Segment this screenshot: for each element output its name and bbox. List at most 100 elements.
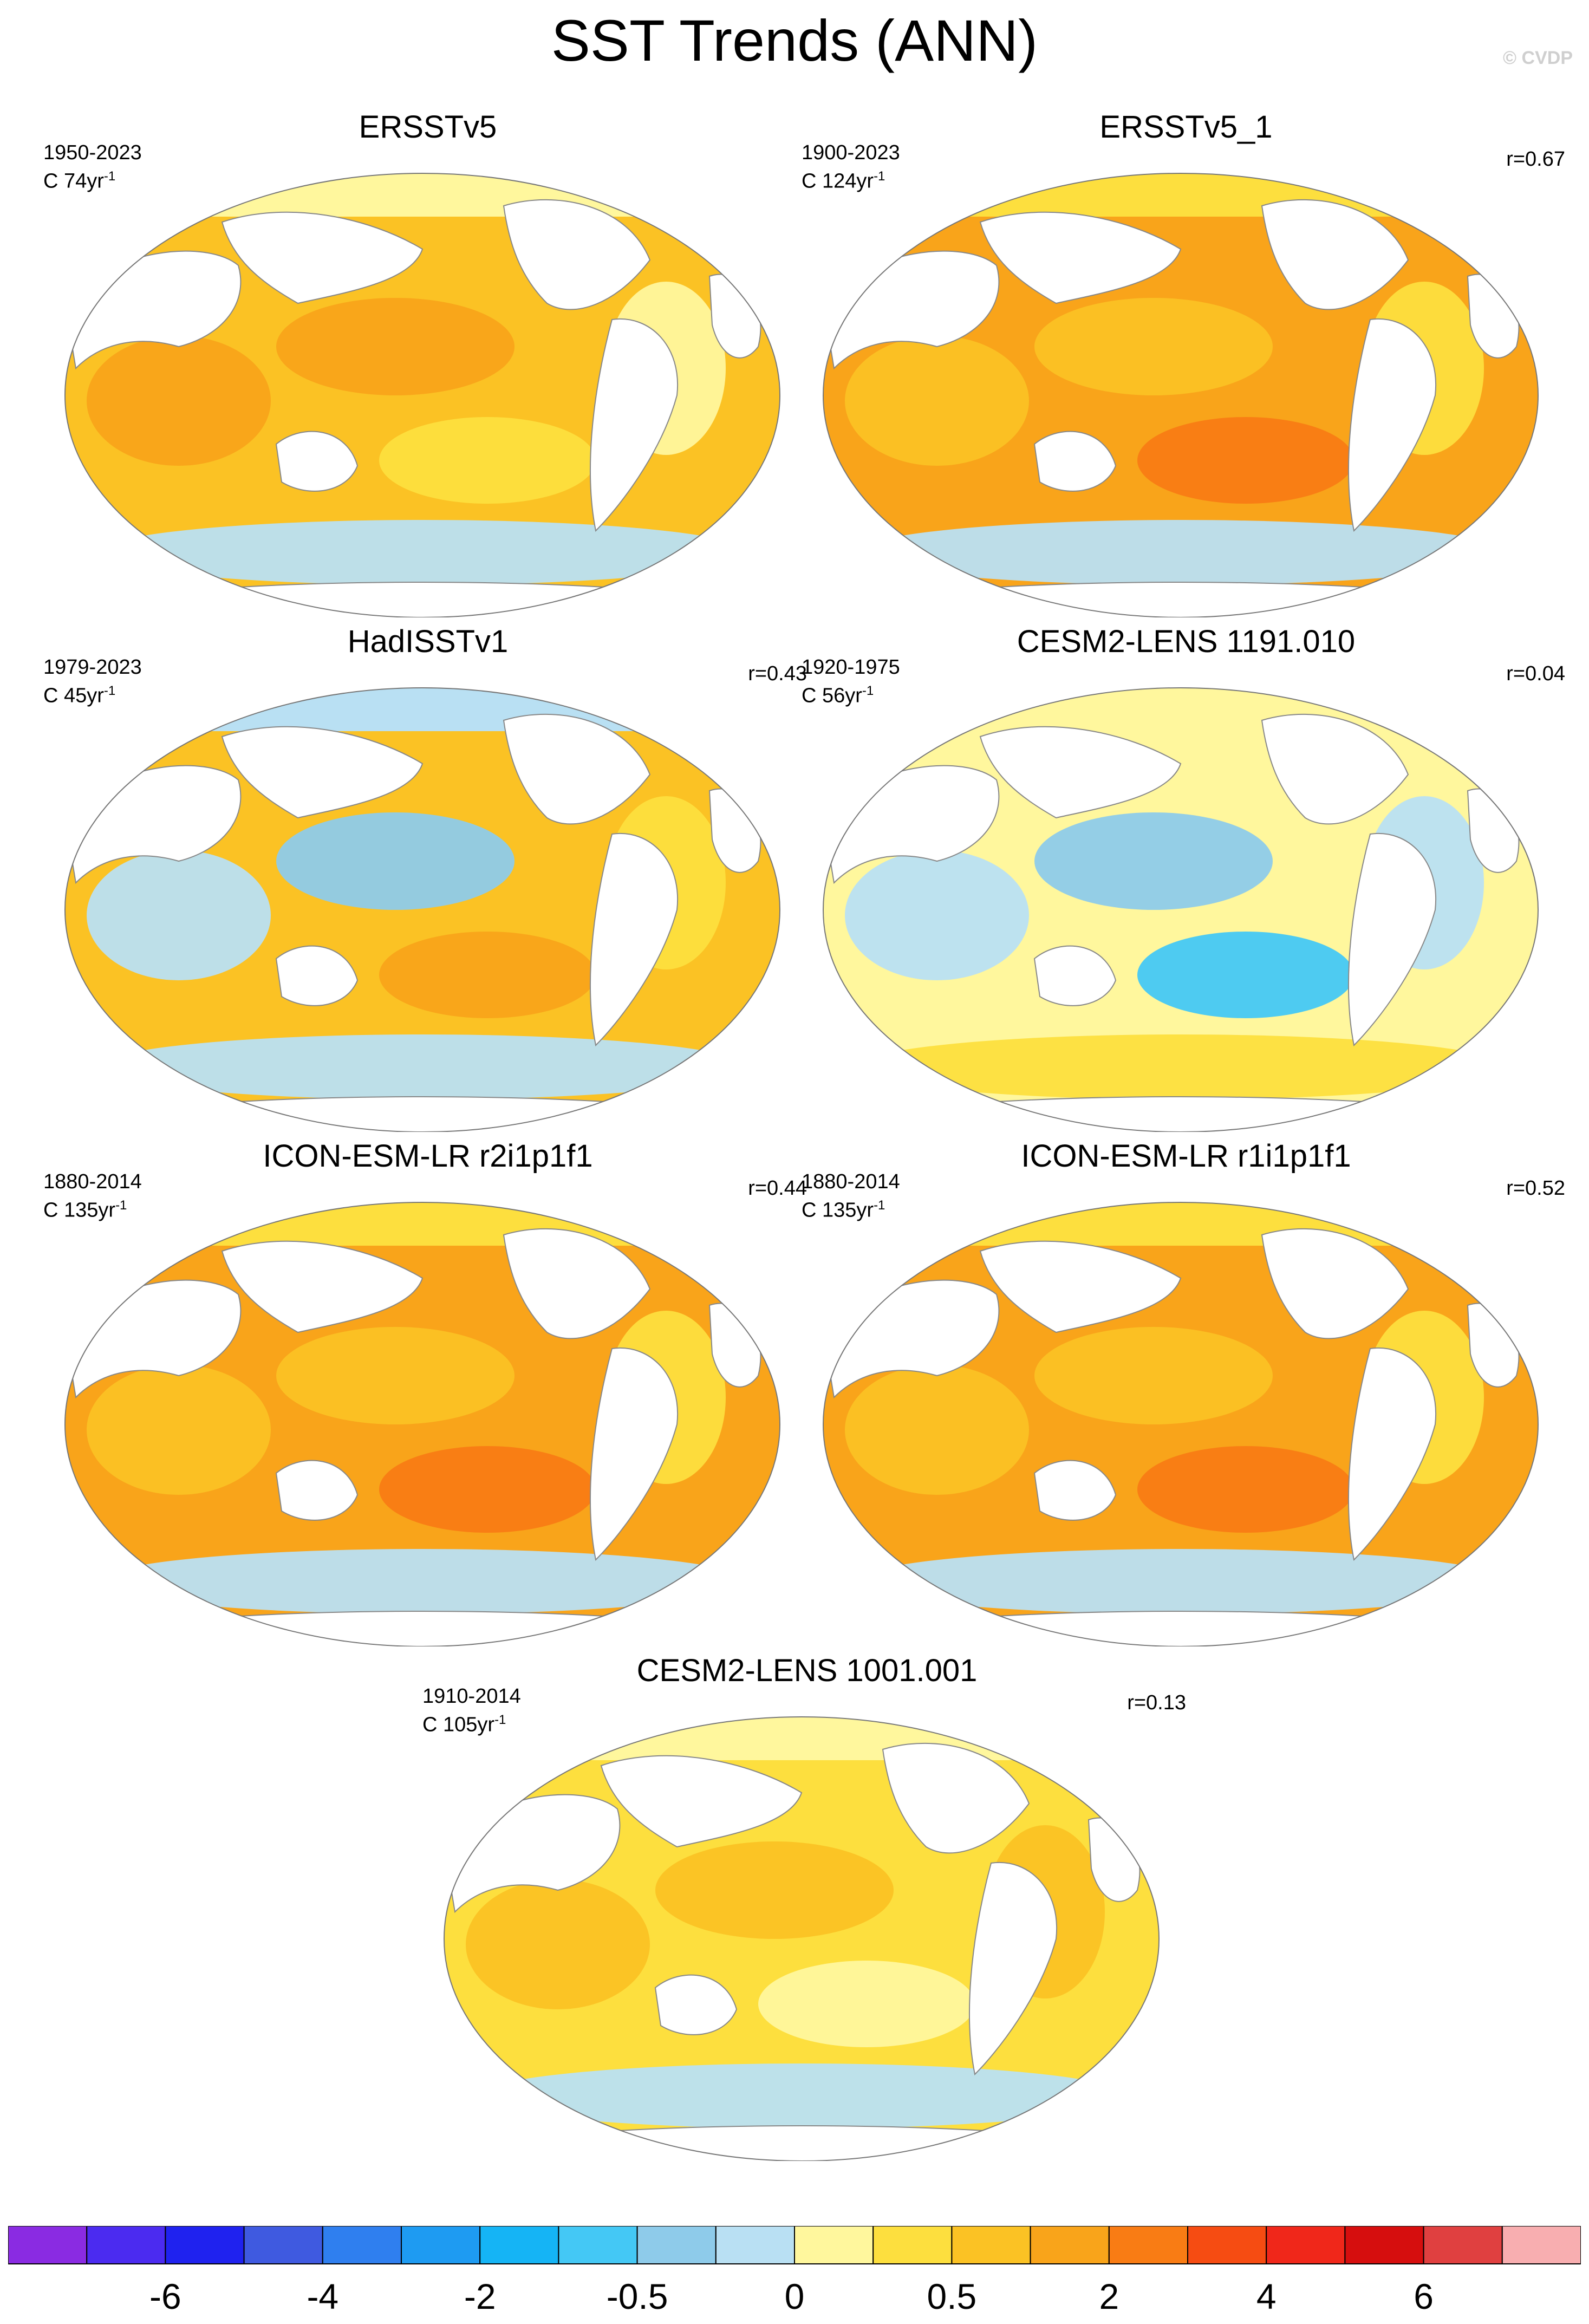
map-outline xyxy=(823,1202,1539,1646)
landmass xyxy=(1261,199,1409,310)
colorbar-segment xyxy=(479,2226,559,2264)
trend-region xyxy=(1034,812,1273,910)
landmass xyxy=(503,1228,651,1339)
landmass xyxy=(882,1742,1030,1854)
trend-region xyxy=(97,1549,747,1614)
panel-correlation: r=0.52 xyxy=(1506,1177,1565,1200)
panel-correlation: r=0.13 xyxy=(1127,1691,1186,1714)
landmass xyxy=(833,1096,1528,1132)
landmass xyxy=(654,1974,738,2035)
panel-count-text: C 74yr xyxy=(43,170,104,193)
landmass xyxy=(454,2125,1149,2161)
colorbar-segment xyxy=(1501,2226,1581,2264)
panel-count-text: C 135yr xyxy=(43,1199,116,1222)
landmass xyxy=(1348,318,1437,532)
map-panel: HadISSTv1 1979-2023 C 45yr-1 r=0.43 xyxy=(43,623,812,1137)
sst-map xyxy=(64,173,780,617)
trend-region xyxy=(856,520,1506,585)
trend-region xyxy=(87,1365,271,1495)
panel-correlation: r=0.04 xyxy=(1506,662,1565,685)
trend-region xyxy=(276,1327,515,1424)
landmass xyxy=(221,211,424,304)
panel-years: 1880-2014 xyxy=(43,1170,142,1193)
panel-years: 1920-1975 xyxy=(802,656,900,679)
colorbar-tick-label: -6 xyxy=(149,2276,181,2316)
landmass xyxy=(833,582,1528,617)
panel-title: ERSSTv5_1 xyxy=(1099,109,1273,145)
landmass xyxy=(1348,832,1437,1047)
copyright-text: © CVDP xyxy=(1503,48,1573,68)
trend-region xyxy=(276,298,515,395)
colorbar-tick-label: 0.5 xyxy=(927,2276,977,2316)
map-panel: ICON-ESM-LR r2i1p1f1 1880-2014 C 135yr-1 r=… xyxy=(43,1137,812,1652)
panel-years: 1950-2023 xyxy=(43,141,142,164)
panel-count: C 56yr-1 xyxy=(802,679,874,708)
colorbar-segment xyxy=(715,2226,796,2264)
landmass xyxy=(969,1861,1058,2076)
trend-region xyxy=(379,1446,596,1533)
map-outline xyxy=(444,1716,1160,2161)
sst-map xyxy=(823,687,1539,1132)
colorbar xyxy=(8,2226,1581,2264)
trend-region xyxy=(379,932,596,1018)
panel-years: 1979-2023 xyxy=(43,656,142,679)
trend-region xyxy=(856,1034,1506,1099)
panel-count: C 105yr-1 xyxy=(422,1708,506,1737)
colorbar-segment xyxy=(1423,2226,1503,2264)
colorbar-tick-label: 6 xyxy=(1414,2276,1434,2316)
figure-title: SST Trends (ANN) xyxy=(551,8,1038,73)
colorbar-segment xyxy=(8,2226,88,2264)
landmass xyxy=(75,1611,770,1646)
sst-map xyxy=(823,173,1539,617)
trend-region xyxy=(87,850,271,980)
sst-map xyxy=(444,1716,1160,2161)
colorbar-tick-label: -4 xyxy=(307,2276,339,2316)
panel-count-text: C 105yr xyxy=(422,1713,495,1736)
colorbar-tick-label: -2 xyxy=(464,2276,496,2316)
colorbar-segment xyxy=(86,2226,166,2264)
map-outline xyxy=(64,687,780,1132)
panel-title: ICON-ESM-LR r1i1p1f1 xyxy=(1021,1138,1351,1174)
panel-title: ERSSTv5 xyxy=(359,109,497,145)
colorbar-segment xyxy=(794,2226,874,2264)
trend-region xyxy=(1137,417,1354,504)
trend-region xyxy=(466,1879,650,2009)
colorbar-segment xyxy=(1187,2226,1267,2264)
trend-region xyxy=(1137,1446,1354,1533)
trend-region xyxy=(1034,1327,1273,1424)
landmass xyxy=(1033,1460,1117,1521)
trend-region xyxy=(1137,932,1354,1018)
panel-count: C 74yr-1 xyxy=(43,165,115,193)
landmass xyxy=(1033,431,1117,492)
colorbar-segment xyxy=(243,2226,323,2264)
panel-count-exponent: -1 xyxy=(115,1198,127,1213)
landmass xyxy=(1033,945,1117,1006)
trend-region xyxy=(845,850,1029,980)
colorbar-segment xyxy=(636,2226,717,2264)
landmass xyxy=(833,1611,1528,1646)
trend-region xyxy=(477,2063,1126,2128)
panel-count: C 135yr-1 xyxy=(802,1194,885,1222)
landmass xyxy=(275,431,359,492)
map-panel: ICON-ESM-LR r1i1p1f1 1880-2014 C 135yr-1 r=… xyxy=(802,1137,1571,1652)
colorbar-tick-label: -0.5 xyxy=(606,2276,668,2316)
landmass xyxy=(275,945,359,1006)
panel-count-text: C 45yr xyxy=(43,684,104,707)
panel-count-exponent: -1 xyxy=(103,169,116,184)
panel-count-exponent: -1 xyxy=(874,1198,885,1213)
colorbar-segment xyxy=(872,2226,953,2264)
panel-years: 1910-2014 xyxy=(422,1685,521,1708)
landmass xyxy=(600,1755,803,1848)
panel-correlation: r=0.43 xyxy=(748,662,807,685)
colorbar-segment xyxy=(322,2226,402,2264)
landmass xyxy=(275,1460,359,1521)
panel-count-exponent: -1 xyxy=(874,169,885,184)
landmass xyxy=(503,199,651,310)
map-outline xyxy=(64,1202,780,1646)
landmass xyxy=(979,726,1182,819)
landmass xyxy=(590,1347,679,1561)
panel-count: C 45yr-1 xyxy=(43,679,115,708)
map-panel: ERSSTv5 1950-2023 C 74yr-1 xyxy=(43,108,812,623)
panel-count-text: C 124yr xyxy=(802,170,874,193)
landmass xyxy=(1261,713,1409,825)
